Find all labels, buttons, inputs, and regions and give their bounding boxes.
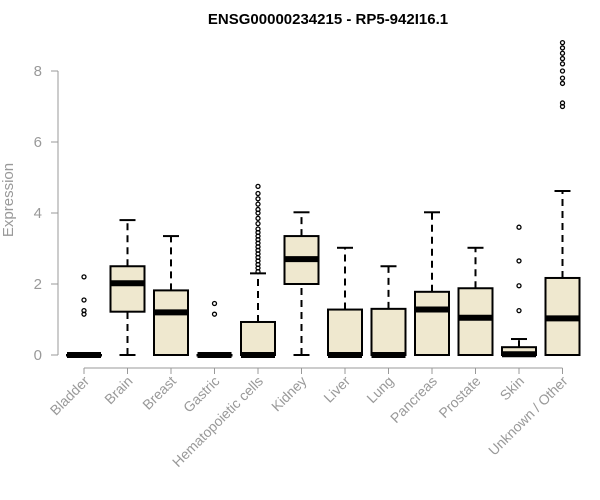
outlier-point bbox=[255, 206, 261, 213]
x-tick-label: Pancreas bbox=[387, 373, 440, 426]
outlier-point bbox=[255, 201, 261, 207]
outlier-point bbox=[559, 45, 566, 51]
outlier-point bbox=[255, 190, 261, 197]
outlier-point bbox=[81, 307, 87, 314]
box-group bbox=[544, 39, 581, 356]
x-tick-label: Brain bbox=[101, 373, 135, 407]
outlier-point bbox=[559, 80, 566, 87]
box-group bbox=[109, 219, 146, 356]
box-group bbox=[327, 246, 363, 358]
outlier-point bbox=[516, 283, 522, 289]
box bbox=[370, 307, 407, 357]
y-tick-label: 0 bbox=[34, 347, 42, 364]
outlier-point bbox=[559, 100, 566, 106]
outlier-point bbox=[559, 39, 566, 46]
x-tick-label: Unknown / Other bbox=[485, 373, 571, 459]
outlier-point bbox=[255, 215, 261, 221]
box-group bbox=[240, 183, 276, 358]
x-tick-label: Gastric bbox=[180, 373, 223, 416]
outlier-point bbox=[559, 50, 566, 56]
box bbox=[109, 265, 146, 313]
outlier-point bbox=[255, 183, 261, 190]
y-axis-label: Expression bbox=[0, 163, 17, 237]
x-tick-label: Lung bbox=[363, 373, 396, 406]
outlier-point bbox=[559, 75, 566, 81]
y-tick-label: 2 bbox=[34, 276, 42, 293]
outlier-point bbox=[516, 224, 522, 230]
x-tick-label: Skin bbox=[497, 373, 528, 404]
box bbox=[240, 320, 276, 356]
x-tick-label: Breast bbox=[139, 373, 179, 413]
x-tick-label: Liver bbox=[320, 373, 353, 406]
outlier-point bbox=[559, 68, 566, 74]
box bbox=[457, 287, 494, 357]
y-tick-label: 4 bbox=[34, 205, 42, 222]
boxes bbox=[66, 39, 581, 358]
outlier-point bbox=[516, 258, 522, 264]
outlier-point bbox=[559, 61, 566, 67]
outlier-point bbox=[255, 226, 261, 232]
box-group bbox=[457, 246, 494, 357]
box-group bbox=[66, 274, 102, 358]
box-group bbox=[196, 300, 233, 358]
box-group bbox=[153, 235, 189, 357]
box bbox=[327, 308, 363, 356]
box-group bbox=[283, 211, 320, 356]
x-tick-label: Bladder bbox=[47, 373, 93, 419]
chart-title: ENSG00000234215 - RP5-942I16.1 bbox=[208, 11, 448, 28]
x-tick-label: Kidney bbox=[268, 373, 310, 415]
box bbox=[414, 290, 450, 356]
outlier-point bbox=[516, 307, 522, 314]
y-tick-label: 6 bbox=[34, 134, 42, 151]
outlier-point bbox=[559, 55, 566, 62]
y-tick-label: 8 bbox=[34, 63, 42, 80]
box-group bbox=[370, 265, 407, 358]
x-tick-label: Prostate bbox=[435, 373, 483, 421]
outlier-point bbox=[255, 220, 261, 227]
box bbox=[153, 289, 189, 357]
outlier-point bbox=[255, 196, 261, 202]
outlier-point bbox=[81, 297, 87, 303]
box-group bbox=[501, 224, 537, 358]
outlier-point bbox=[211, 300, 218, 307]
outlier-point bbox=[81, 274, 87, 280]
box-group bbox=[414, 211, 450, 356]
outlier-point bbox=[211, 311, 218, 317]
